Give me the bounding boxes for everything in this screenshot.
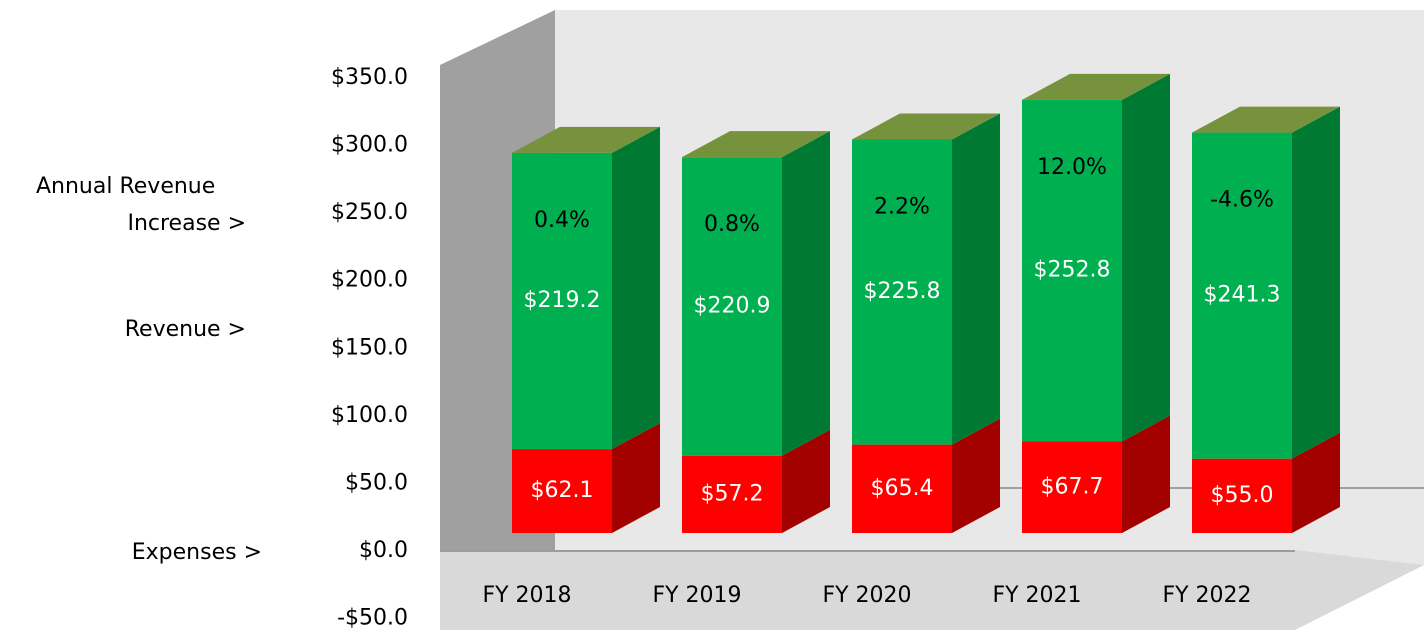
- bar-top: [1022, 73, 1170, 100]
- bar-side: [782, 429, 830, 533]
- increase-label: -4.6%: [1210, 188, 1274, 213]
- row-label: Increase >: [127, 211, 246, 236]
- bar-side: [952, 113, 1000, 445]
- bar-side: [1292, 106, 1340, 459]
- y-tick-label: $0.0: [359, 538, 408, 563]
- bar-top: [852, 113, 1000, 140]
- value-label: $220.9: [694, 293, 771, 318]
- bar: [682, 157, 782, 456]
- floor: [440, 550, 1424, 630]
- y-tick-label: $100.0: [331, 403, 408, 428]
- value-label: $55.0: [1211, 483, 1274, 508]
- x-tick-label: FY 2020: [822, 583, 911, 608]
- value-label: $241.3: [1204, 283, 1281, 308]
- bar: [852, 444, 952, 533]
- bar-side: [1292, 432, 1340, 533]
- bar-top: [512, 126, 660, 153]
- value-label: $219.2: [524, 288, 601, 313]
- increase-label: 0.4%: [534, 208, 590, 233]
- row-label: Revenue >: [125, 317, 246, 342]
- x-tick-label: FY 2021: [992, 583, 1081, 608]
- value-label: $67.7: [1041, 474, 1104, 499]
- bar-side: [1122, 415, 1170, 533]
- x-tick-label: FY 2018: [482, 583, 571, 608]
- row-label: Expenses >: [132, 540, 262, 565]
- x-tick-label: FY 2019: [652, 583, 741, 608]
- bar: [1192, 132, 1292, 459]
- value-label: $65.4: [871, 476, 934, 501]
- value-label: $252.8: [1034, 258, 1111, 283]
- increase-label: 12.0%: [1037, 155, 1107, 180]
- bar: [1192, 458, 1292, 533]
- bar: [852, 139, 952, 445]
- x-tick-label: FY 2022: [1162, 583, 1251, 608]
- y-tick-label: $350.0: [331, 65, 408, 90]
- bar: [682, 455, 782, 533]
- increase-label: 0.8%: [704, 212, 760, 237]
- bar-top: [682, 131, 830, 158]
- bar-side: [1122, 73, 1170, 442]
- bar: [1022, 441, 1122, 533]
- y-tick-label: $50.0: [345, 470, 408, 495]
- bar: [512, 449, 612, 533]
- bar-side: [612, 423, 660, 533]
- value-label: $225.8: [864, 279, 941, 304]
- bar-top: [1192, 106, 1340, 133]
- y-tick-label: $300.0: [331, 133, 408, 158]
- bar: [512, 152, 612, 450]
- bar: [1022, 99, 1122, 442]
- value-label: $62.1: [531, 478, 594, 503]
- y-tick-label: $150.0: [331, 335, 408, 360]
- y-tick-label: -$50.0: [337, 606, 408, 631]
- increase-label: 2.2%: [874, 194, 930, 219]
- bar-side: [612, 126, 660, 450]
- value-label: $57.2: [701, 481, 764, 506]
- row-label: Annual Revenue: [36, 174, 215, 199]
- bar-side: [782, 131, 830, 456]
- y-tick-label: $200.0: [331, 268, 408, 293]
- bar-side: [952, 418, 1000, 533]
- y-tick-label: $250.0: [331, 200, 408, 225]
